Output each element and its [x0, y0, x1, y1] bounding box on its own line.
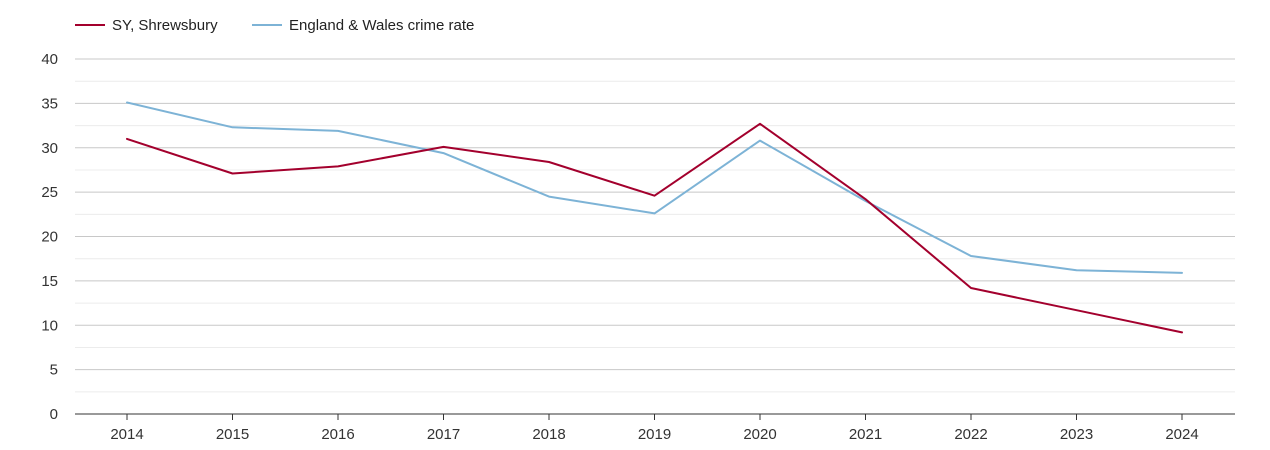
y-tick-label: 30	[41, 140, 58, 157]
x-tick-label: 2024	[1165, 426, 1198, 443]
data-point-1-10	[1179, 270, 1185, 276]
y-tick-label: 10	[41, 317, 58, 334]
series-line-0	[126, 122, 1183, 334]
data-point-0-10	[1179, 329, 1185, 335]
x-tick-label: 2017	[427, 426, 460, 443]
data-point-1-8	[968, 253, 974, 259]
y-tick-label: 40	[41, 51, 58, 68]
series-line-1	[126, 101, 1183, 274]
axes: 0 5 10 15 20 25 30 35 40 2014 2015 2016 2017 2018 2019…	[41, 51, 1235, 443]
x-tick-label: 2020	[743, 426, 776, 443]
data-point-0-8	[968, 285, 974, 291]
data-point-0-3	[441, 144, 447, 150]
legend: SY, Shrewsbury England & Wales crime rate	[75, 17, 474, 34]
legend-label-0: SY, Shrewsbury	[112, 17, 218, 34]
data-point-0-0	[124, 136, 130, 142]
data-point-0-5	[652, 193, 658, 199]
y-tick-label: 5	[50, 362, 58, 379]
data-point-1-6	[757, 138, 763, 144]
x-tick-label: 2016	[321, 426, 354, 443]
data-point-1-2	[335, 128, 341, 134]
data-point-0-7	[863, 196, 869, 202]
data-point-1-4	[546, 194, 552, 200]
grid	[75, 58, 1235, 393]
y-tick-label: 20	[41, 229, 58, 246]
data-point-1-1	[230, 124, 236, 130]
x-tick-label: 2019	[638, 426, 671, 443]
legend-label-1: England & Wales crime rate	[289, 17, 474, 34]
x-tick-label: 2021	[849, 426, 882, 443]
data-point-0-6	[757, 121, 763, 127]
x-tick-label: 2022	[954, 426, 987, 443]
data-point-1-9	[1074, 267, 1080, 273]
x-tick-label: 2015	[216, 426, 249, 443]
series-lines	[124, 99, 1185, 335]
x-tick-label: 2014	[110, 426, 143, 443]
y-tick-label: 15	[41, 273, 58, 290]
data-point-1-5	[652, 210, 658, 216]
data-point-1-0	[124, 99, 130, 105]
data-point-0-4	[546, 159, 552, 165]
data-point-0-2	[335, 163, 341, 169]
y-tick-label: 0	[50, 406, 58, 423]
data-point-0-1	[230, 170, 236, 176]
data-point-0-9	[1074, 307, 1080, 313]
y-tick-label: 35	[41, 95, 58, 112]
y-tick-label: 25	[41, 184, 58, 201]
data-point-1-3	[441, 150, 447, 156]
x-tick-label: 2018	[532, 426, 565, 443]
x-tick-label: 2023	[1060, 426, 1093, 443]
